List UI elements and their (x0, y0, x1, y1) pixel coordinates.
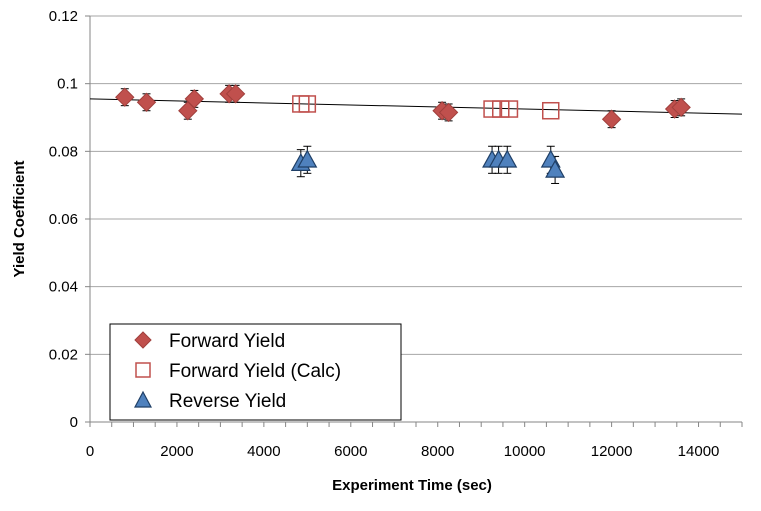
forward-yield-point (438, 102, 459, 123)
forward-yield-point (225, 84, 246, 104)
y-tick-label: 0.04 (49, 279, 78, 296)
legend-item-reverse-yield: Reverse Yield (134, 390, 286, 412)
y-tick-label: 0.08 (49, 143, 78, 160)
forward-yield-point (601, 109, 622, 129)
y-tick-label: 0 (70, 414, 78, 431)
legend: Forward Yield Forward Yield (Calc) Rever… (109, 323, 402, 421)
marks-layer (115, 84, 691, 184)
axis-layer: 0 0.02 0.04 0.06 0.08 0.1 0.12 0 2000 4000 6000 800… (11, 8, 743, 494)
legend-label-reverse-yield: Reverse Yield (169, 391, 286, 412)
x-tick-label: 12000 (591, 443, 633, 460)
legend-label-forward-yield: Forward Yield (169, 331, 285, 352)
reverse-yield-point (545, 159, 566, 178)
grid-layer (90, 15, 742, 355)
reverse-yield-point (497, 149, 518, 168)
forward-yield-point (115, 87, 135, 107)
x-tick-label: 2000 (160, 443, 193, 460)
legend-open-square-icon (135, 362, 151, 378)
x-tick-label: 0 (86, 443, 94, 460)
x-tick-label: 4000 (247, 443, 280, 460)
y-tick-label: 0.06 (49, 211, 78, 228)
legend-item-forward-yield: Forward Yield (134, 331, 285, 352)
x-tick-label: 8000 (421, 443, 454, 460)
legend-triangle-icon (134, 390, 152, 408)
legend-label-forward-yield-calc: Forward Yield (Calc) (169, 361, 341, 382)
forward-yield-point (136, 92, 157, 112)
y-tick-label: 0.1 (57, 76, 78, 93)
forward-yield-calc-point (500, 100, 519, 118)
legend-diamond-icon (134, 331, 152, 349)
x-tick-label: 6000 (334, 443, 367, 460)
reverse-yield-point (297, 149, 318, 168)
forward-yield-calc-point (298, 95, 317, 113)
y-tick-label: 0.12 (49, 8, 78, 25)
legend-item-forward-yield-calc: Forward Yield (Calc) (135, 361, 341, 382)
x-tick-label: 14000 (678, 443, 720, 460)
legend-box (109, 323, 402, 421)
forward-yield-point (184, 89, 205, 109)
forward-yield-point (671, 97, 691, 118)
forward-yield-calc-point (541, 101, 560, 120)
y-tick-label: 0.02 (49, 346, 78, 363)
y-axis-title: Yield Coefficient (11, 161, 28, 278)
x-axis-title: Experiment Time (sec) (332, 477, 492, 494)
x-tick-label: 10000 (504, 443, 546, 460)
